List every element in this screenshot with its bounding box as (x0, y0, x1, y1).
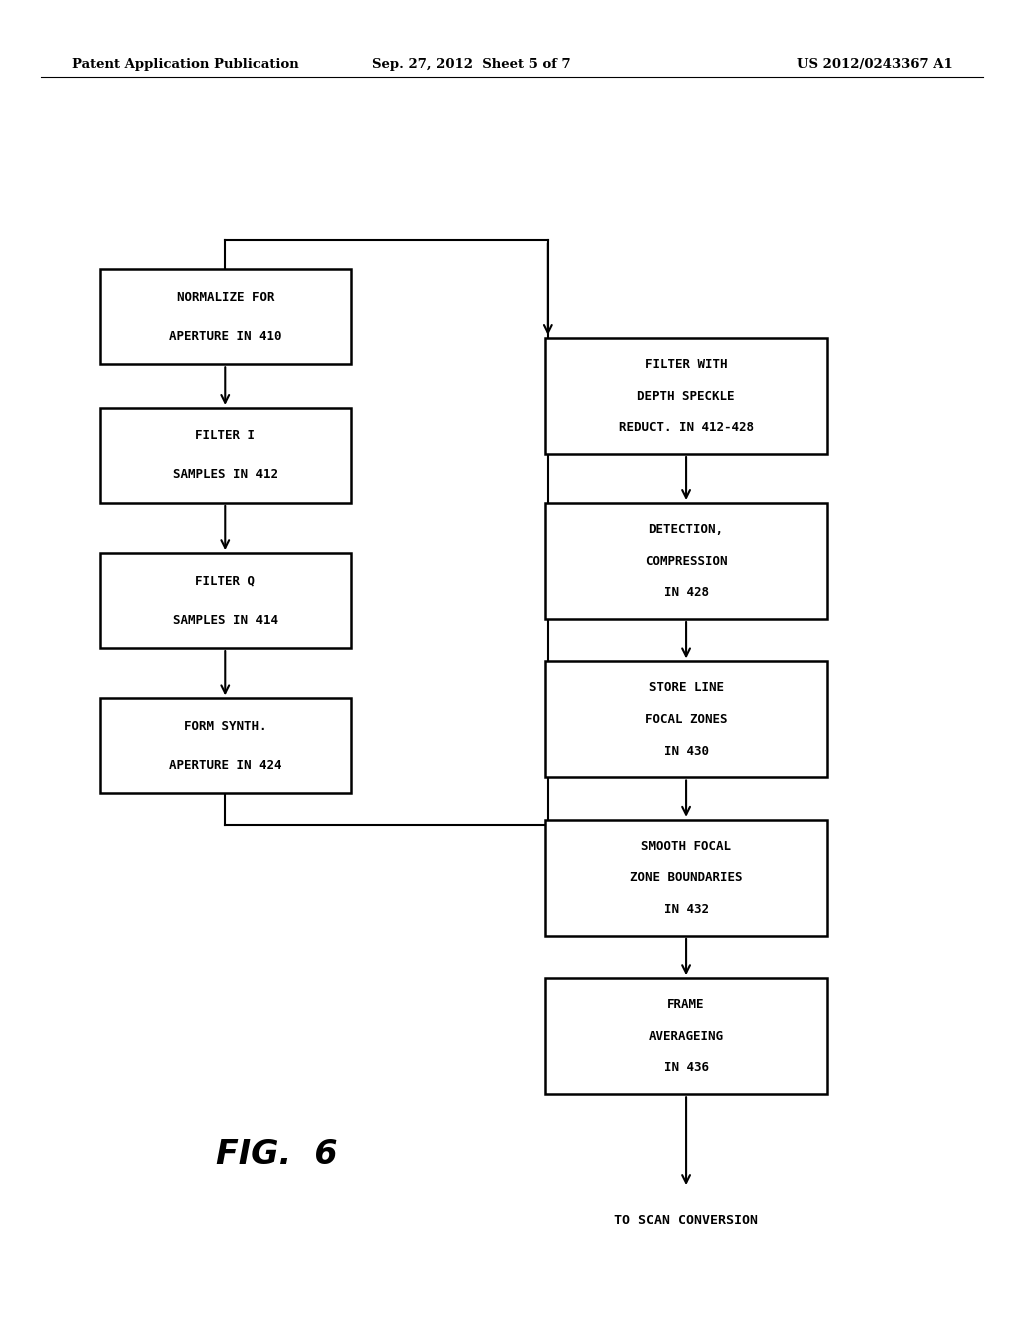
Text: IN 430: IN 430 (664, 744, 709, 758)
Text: DEPTH SPECKLE: DEPTH SPECKLE (637, 389, 735, 403)
Bar (545, 338, 827, 454)
Text: FIG.  6: FIG. 6 (216, 1138, 337, 1172)
Text: FRAME: FRAME (668, 998, 705, 1011)
Text: IN 428: IN 428 (664, 586, 709, 599)
Bar (545, 820, 827, 936)
Bar (545, 661, 827, 777)
Text: NORMALIZE FOR: NORMALIZE FOR (176, 290, 274, 304)
Text: FORM SYNTH.: FORM SYNTH. (184, 719, 266, 733)
Text: AVERAGEING: AVERAGEING (648, 1030, 724, 1043)
Bar (545, 978, 827, 1094)
Text: IN 432: IN 432 (664, 903, 709, 916)
Text: IN 436: IN 436 (664, 1061, 709, 1074)
Text: FOCAL ZONES: FOCAL ZONES (645, 713, 727, 726)
Text: SAMPLES IN 412: SAMPLES IN 412 (173, 469, 278, 482)
Text: STORE LINE: STORE LINE (648, 681, 724, 694)
Text: US 2012/0243367 A1: US 2012/0243367 A1 (797, 58, 952, 71)
Text: Sep. 27, 2012  Sheet 5 of 7: Sep. 27, 2012 Sheet 5 of 7 (372, 58, 570, 71)
Text: ZONE BOUNDARIES: ZONE BOUNDARIES (630, 871, 742, 884)
Text: FILTER WITH: FILTER WITH (645, 358, 727, 371)
Bar (545, 503, 827, 619)
Text: SAMPLES IN 414: SAMPLES IN 414 (173, 614, 278, 627)
Text: SMOOTH FOCAL: SMOOTH FOCAL (641, 840, 731, 853)
Text: TO SCAN CONVERSION: TO SCAN CONVERSION (614, 1214, 758, 1228)
Bar (100, 553, 350, 648)
Text: Patent Application Publication: Patent Application Publication (72, 58, 298, 71)
Bar (100, 698, 350, 793)
Text: APERTURE IN 424: APERTURE IN 424 (169, 759, 282, 772)
Bar (100, 408, 350, 503)
Text: COMPRESSION: COMPRESSION (645, 554, 727, 568)
Text: REDUCT. IN 412-428: REDUCT. IN 412-428 (618, 421, 754, 434)
Text: FILTER I: FILTER I (196, 429, 255, 442)
Bar (100, 269, 350, 364)
Text: DETECTION,: DETECTION, (648, 523, 724, 536)
Text: FILTER Q: FILTER Q (196, 574, 255, 587)
Text: APERTURE IN 410: APERTURE IN 410 (169, 330, 282, 343)
